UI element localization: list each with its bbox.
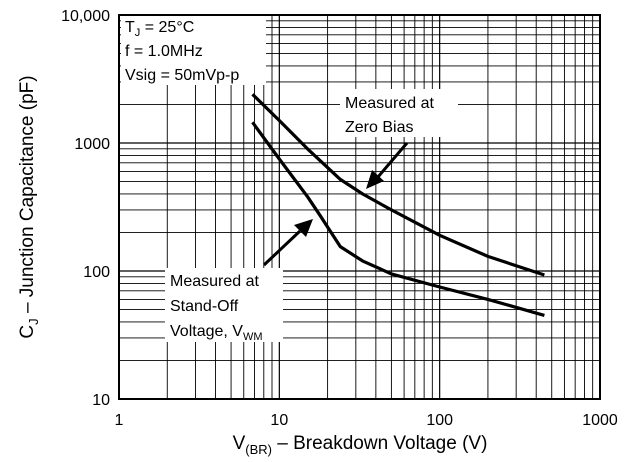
conditions-box-bg <box>121 13 266 85</box>
annotation-standoff-arrow-shaft <box>262 229 302 267</box>
annotation-zero-bias-line2: Zero Bias <box>345 119 413 136</box>
tick-labels: 1 10 100 1000 10 100 1000 10,000 <box>61 8 618 429</box>
annotation-standoff-bg <box>165 268 283 342</box>
annotation-zero-bias-arrowhead <box>366 170 384 189</box>
y-axis-label: CJ – Junction Capacitance (pF) <box>17 75 41 338</box>
y-tick-label: 10,000 <box>61 8 110 25</box>
x-tick-label: 100 <box>426 412 453 429</box>
condition-line-freq: f = 1.0MHz <box>125 43 203 60</box>
annotation-zero-bias-line1: Measured at <box>345 95 434 112</box>
x-axis-label: V(BR) – Breakdown Voltage (V) <box>233 433 488 457</box>
condition-line-tj: TJ = 25°C <box>125 19 194 39</box>
annotation-standoff-line2: Stand-Off <box>170 298 239 315</box>
series-line-2 <box>251 121 545 317</box>
series-lines <box>251 93 545 317</box>
x-tick-label: 1000 <box>582 412 618 429</box>
x-tick-label: 1 <box>115 412 124 429</box>
annotation-zero-bias-arrow-shaft <box>376 142 409 178</box>
annotation-standoff-arrowhead <box>294 219 313 237</box>
y-tick-label: 1000 <box>74 136 110 153</box>
annotation-standoff-line3: Voltage, VWM <box>170 323 263 343</box>
plot-frame <box>118 14 601 400</box>
x-tick-label: 10 <box>270 412 288 429</box>
annotation-zero-bias-bg <box>340 89 458 137</box>
series-line-1 <box>251 93 545 277</box>
y-tick-label: 100 <box>83 264 110 281</box>
y-tick-label: 10 <box>92 392 110 409</box>
annotation-standoff-line1: Measured at <box>170 273 259 290</box>
condition-line-vsig: Vsig = 50mVp-p <box>125 67 239 84</box>
